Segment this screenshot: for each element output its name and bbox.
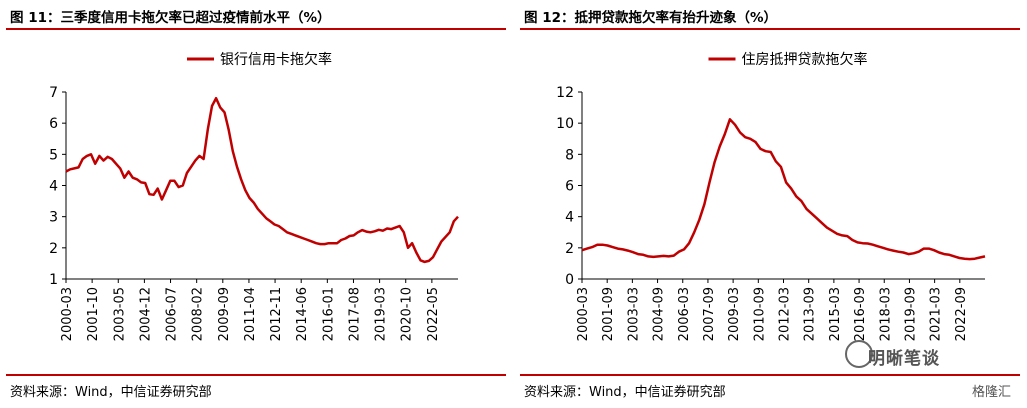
source-rule <box>520 374 1020 376</box>
credit-card-delinquency-chart: 银行信用卡拖欠率 1 2 3 4 5 6 7 2000-03 2001-10 2003-05 2004… <box>49 51 459 341</box>
x-tick-label: 2000-03 <box>60 287 75 341</box>
x-tick-label: 2008-02 <box>191 287 206 341</box>
x-tick-label: 2022-09 <box>954 287 969 341</box>
x-tick-label: 2013-09 <box>803 287 818 341</box>
x-tick-label: 2021-03 <box>929 287 944 341</box>
y-tick-label: 3 <box>49 210 58 226</box>
x-tick-label: 2012-03 <box>778 287 793 341</box>
x-tick-label: 2012-11 <box>269 287 284 341</box>
x-tick-label: 2001-09 <box>601 287 616 341</box>
x-tick-label: 2006-07 <box>165 287 180 341</box>
y-tick-label: 12 <box>556 85 574 101</box>
y-tick-label: 10 <box>556 116 574 132</box>
x-tick-label: 2007-09 <box>702 287 717 341</box>
x-tick-label: 2017-08 <box>347 287 362 341</box>
x-tick-label: 2016-01 <box>321 287 336 341</box>
x-tick-label: 2011-04 <box>243 287 258 341</box>
y-tick-label: 1 <box>49 272 58 288</box>
source-note: 资料来源：Wind，中信证券研究部 <box>10 385 212 400</box>
y-tick-label: 2 <box>565 241 574 257</box>
y-tick-label: 4 <box>49 179 58 195</box>
figure-12-panel: 图 12：抵押贷款拖欠率有抬升迹象（%） 住房抵押贷款拖欠率 0 2 4 6 8 10 12 2… <box>520 0 1025 408</box>
wechat-logo-icon <box>845 340 873 368</box>
y-tick-label: 8 <box>565 147 574 163</box>
series-line <box>65 96 459 264</box>
x-tick-label: 2004-09 <box>652 287 667 341</box>
x-tick-label: 2006-03 <box>677 287 692 341</box>
y-tick-label: 2 <box>49 241 58 257</box>
figure-title: 图 11：三季度信用卡拖欠率已超过疫情前水平（%） <box>10 10 331 26</box>
x-tick-label: 2014-06 <box>295 287 310 341</box>
x-tick-label: 2009-03 <box>727 287 742 341</box>
x-tick-label: 2000-03 <box>576 287 591 341</box>
x-tick-label: 2001-10 <box>86 287 101 341</box>
x-tick-label: 2003-03 <box>626 287 641 341</box>
legend-label: 住房抵押贷款拖欠率 <box>742 51 868 68</box>
source-note: 资料来源：Wind，中信证券研究部 <box>524 385 726 400</box>
y-tick-label: 6 <box>49 116 58 132</box>
y-tick-label: 0 <box>565 272 574 288</box>
x-tick-label: 2018-03 <box>878 287 893 341</box>
x-tick-label: 2022-05 <box>426 287 441 341</box>
x-tick-label: 2015-03 <box>828 287 843 341</box>
title-rule <box>6 28 506 30</box>
x-tick-label: 2009-09 <box>217 287 232 341</box>
x-tick-label: 2010-09 <box>752 287 767 341</box>
source-rule <box>6 374 506 376</box>
figure-title: 图 12：抵押贷款拖欠率有抬升迹象（%） <box>524 10 778 26</box>
figure-11-panel: 图 11：三季度信用卡拖欠率已超过疫情前水平（%） 银行信用卡拖欠率 1 2 3 4 5 6… <box>6 0 511 408</box>
y-tick-label: 5 <box>49 147 58 163</box>
y-tick-label: 7 <box>49 85 58 101</box>
title-rule <box>520 28 1020 30</box>
legend: 银行信用卡拖欠率 <box>187 51 332 68</box>
mortgage-delinquency-chart: 住房抵押贷款拖欠率 0 2 4 6 8 10 12 2000-03 2001-09 2003-03 2… <box>556 51 986 341</box>
x-tick-label: 2020-10 <box>400 287 415 341</box>
watermark-text: 明晰笔谈 <box>868 349 940 369</box>
x-tick-label: 2019-03 <box>374 287 389 341</box>
legend: 住房抵押贷款拖欠率 <box>708 51 868 68</box>
legend-label: 银行信用卡拖欠率 <box>220 51 332 68</box>
series-line <box>581 118 986 261</box>
watermark-gelonghui: 格隆汇 <box>972 385 1012 400</box>
y-tick-label: 6 <box>565 179 574 195</box>
x-tick-label: 2016-09 <box>853 287 868 341</box>
y-tick-label: 4 <box>565 210 574 226</box>
x-tick-label: 2004-12 <box>138 287 153 341</box>
x-tick-label: 2003-05 <box>112 287 127 341</box>
x-tick-label: 2019-09 <box>903 287 918 341</box>
